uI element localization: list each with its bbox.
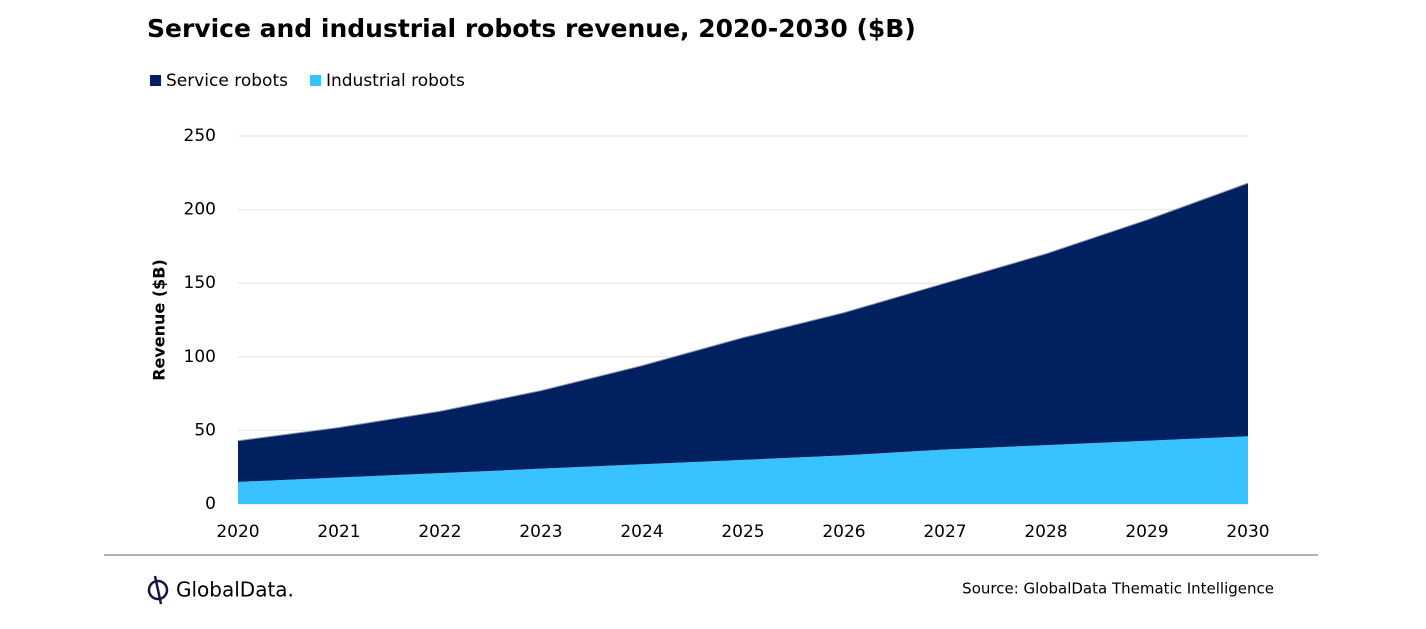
x-tick-label: 2029	[1125, 522, 1168, 542]
x-tick-label: 2022	[418, 522, 461, 542]
source: Source: GlobalData Thematic Intelligence	[962, 580, 1274, 598]
brand-logo	[147, 575, 169, 605]
x-tick-label: 2030	[1226, 522, 1269, 542]
chart-title: Service and industrial robots revenue, 2…	[147, 14, 916, 43]
x-tick-label: 2021	[317, 522, 360, 542]
brand: GlobalData.	[176, 578, 294, 602]
x-tick-label: 2028	[1024, 522, 1067, 542]
x-tick-label: 2025	[721, 522, 764, 542]
y-tick-label: 200	[184, 200, 216, 220]
y-tick-label: 50	[194, 420, 216, 440]
y-tick-label: 250	[184, 126, 216, 146]
area	[238, 183, 1248, 482]
x-tick-label: 2023	[519, 522, 562, 542]
y-tick-label: 150	[184, 273, 216, 293]
area-edge	[237, 182, 1249, 442]
legend-swatch	[150, 75, 161, 86]
y-tick-label: 0	[205, 494, 216, 514]
x-tick-label: 2026	[822, 522, 865, 542]
x-tick-label: 2024	[620, 522, 663, 542]
area	[238, 436, 1248, 504]
x-tick-label: 2027	[923, 522, 966, 542]
x-tick-label: 2020	[216, 522, 259, 542]
legend-label: Industrial robots	[326, 71, 465, 91]
y-axis-title: Revenue ($B)	[150, 259, 169, 381]
legend-swatch	[309, 75, 321, 86]
legend-label: Service robots	[166, 71, 288, 91]
y-tick-label: 100	[184, 347, 216, 367]
